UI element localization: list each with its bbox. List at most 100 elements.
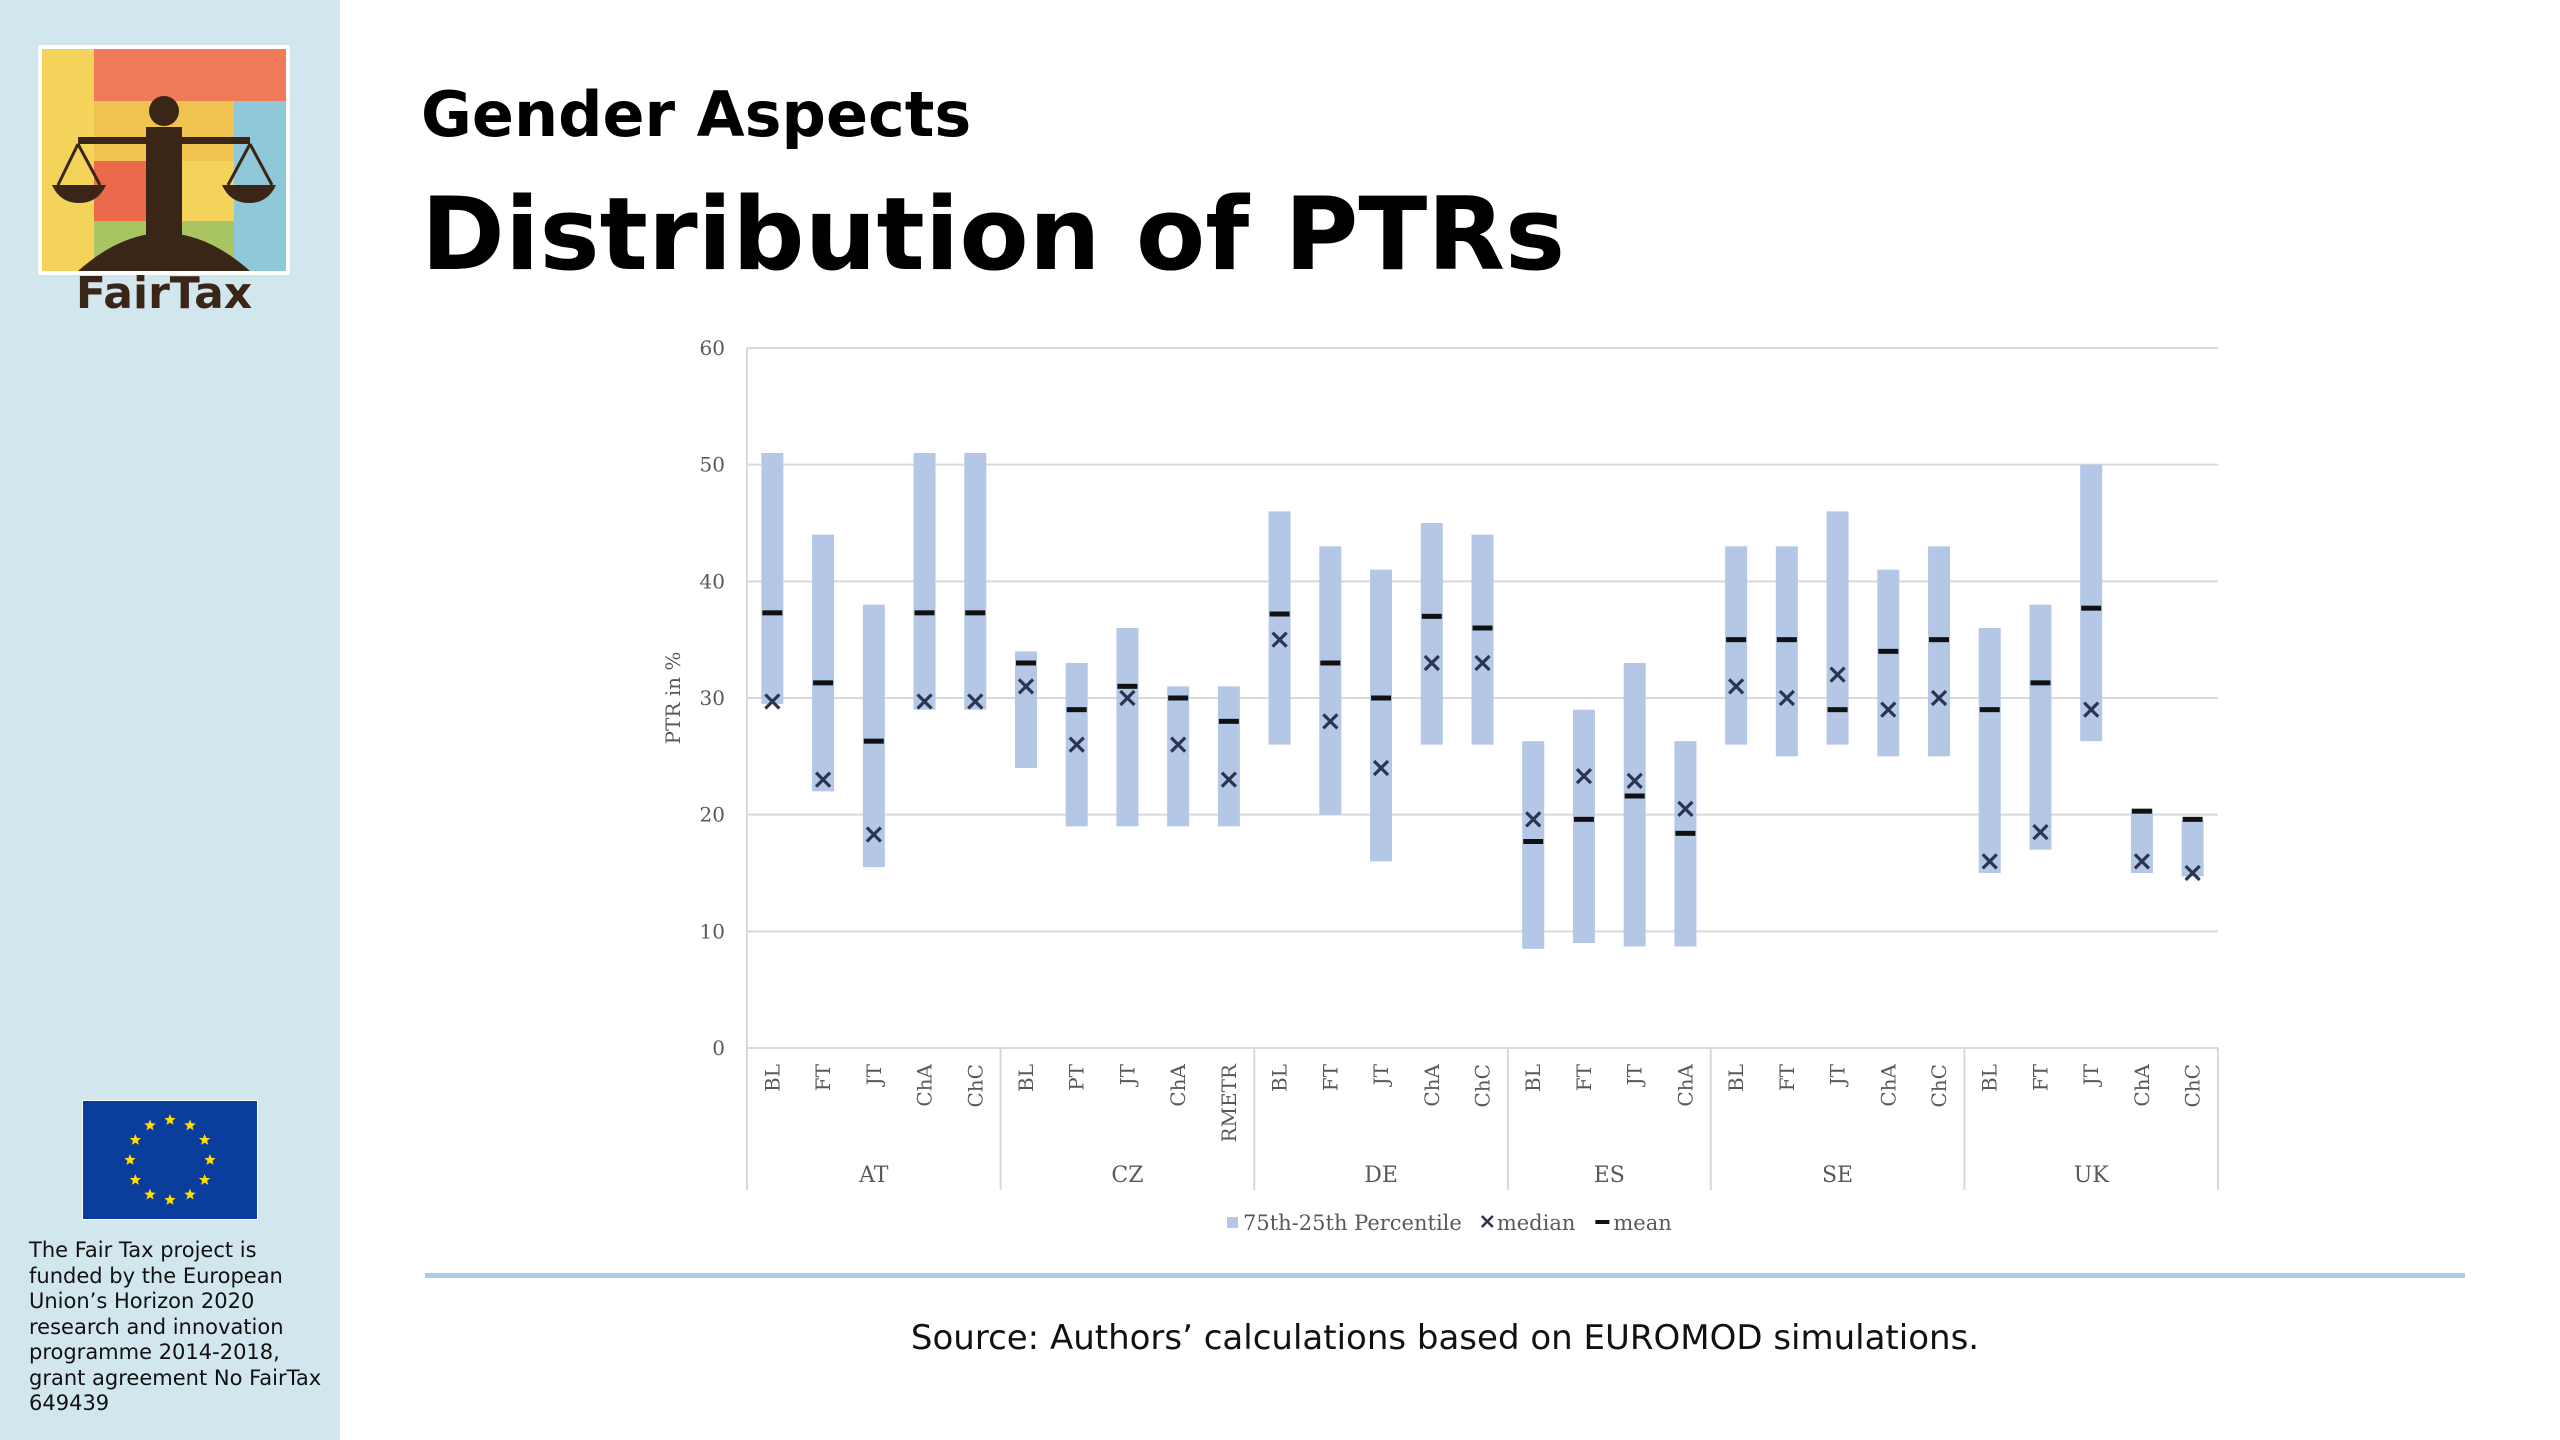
median-marker <box>1981 853 1998 870</box>
ptr-distribution-chart: 0 10 20 30 40 50 60 PTR in % BL FT JT ChA ChC AT BL PT J… <box>661 336 2219 1235</box>
percentile-bar <box>1370 569 1393 862</box>
category-label: ChC <box>1927 1064 1951 1108</box>
mean-marker <box>1979 707 2000 713</box>
percentile-bar <box>761 453 784 704</box>
category-label: BL <box>1724 1064 1748 1092</box>
percentile-bar <box>1725 546 1748 745</box>
category-label: ChA <box>1673 1063 1697 1106</box>
category-label: FT <box>1572 1063 1596 1091</box>
eu-star-icon <box>129 1174 142 1185</box>
y-axis-title: PTR in % <box>661 652 685 745</box>
percentile-bar <box>1522 741 1545 949</box>
mean-marker <box>762 610 783 616</box>
category-label: JT <box>1623 1063 1647 1087</box>
mean-marker <box>2081 605 2102 611</box>
mean-marker <box>1776 637 1797 643</box>
mean-marker <box>965 610 986 616</box>
median-marker <box>1575 768 1593 785</box>
category-label: ChA <box>1166 1063 1190 1106</box>
median-marker <box>814 771 832 788</box>
mean-marker <box>1269 611 1290 617</box>
median-marker <box>1677 800 1694 817</box>
eu-star-icon <box>124 1154 136 1165</box>
category-label: JT <box>1115 1063 1139 1087</box>
legend-label: mean <box>1613 1211 1671 1235</box>
category-label: JT <box>862 1063 886 1087</box>
percentile-bar <box>1928 546 1951 757</box>
percentile-bar <box>1775 546 1798 757</box>
legend-label: 75th-25th Percentile <box>1243 1211 1462 1235</box>
category-label: BL <box>760 1064 784 1092</box>
median-marker <box>1626 772 1643 789</box>
eu-star-icon <box>184 1119 196 1131</box>
group-label: AT <box>858 1163 889 1188</box>
category-label: JT <box>2079 1063 2103 1087</box>
mean-marker <box>1218 718 1239 724</box>
mean-marker <box>1726 637 1747 643</box>
legend: 75th-25th Percentile median mean <box>1227 1211 1672 1235</box>
y-tick-label: 20 <box>700 803 725 827</box>
y-tick-label: 50 <box>700 453 725 477</box>
median-marker <box>1068 736 1085 753</box>
mean-marker <box>914 610 935 616</box>
median-marker <box>865 826 882 843</box>
category-label: ChC <box>2181 1064 2205 1108</box>
mean-marker <box>1371 695 1392 701</box>
mean-marker <box>1320 660 1341 666</box>
category-label: ChA <box>1876 1063 1900 1106</box>
median-marker <box>1930 689 1948 707</box>
category-label: BL <box>1268 1064 1292 1092</box>
percentile-bar <box>1116 628 1139 827</box>
percentile-bar <box>1877 569 1900 757</box>
mean-marker <box>1827 707 1848 713</box>
median-marker <box>1017 678 1035 695</box>
median-marker <box>1474 654 1491 672</box>
divider-line <box>425 1273 2465 1278</box>
y-tick-label: 10 <box>700 919 725 943</box>
median-marker <box>1322 713 1339 730</box>
group-label: UK <box>2074 1163 2110 1188</box>
median-marker <box>1727 678 1745 695</box>
mean-marker <box>1929 637 1950 643</box>
eu-star-icon <box>198 1134 211 1145</box>
median-marker <box>1880 701 1897 718</box>
category-label: BL <box>1978 1064 2002 1092</box>
percentile-bar <box>862 604 885 868</box>
mean-marker <box>1421 613 1442 619</box>
mean-marker <box>1472 625 1493 631</box>
mean-marker <box>1523 839 1544 844</box>
mean-marker <box>1624 793 1645 799</box>
percentile-bar <box>1420 523 1443 745</box>
logo-wordmark: FairTax <box>75 268 253 319</box>
fairtax-logo <box>38 45 290 275</box>
category-label: FT <box>2028 1063 2052 1091</box>
eu-star-icon <box>184 1188 196 1200</box>
percentile-bar <box>1471 534 1494 745</box>
legend-label: median <box>1497 1211 1576 1235</box>
legend-swatch-mean <box>1595 1220 1610 1224</box>
group-label: SE <box>1822 1163 1853 1188</box>
median-marker <box>1423 654 1440 672</box>
slide-subtitle: Gender Aspects <box>421 78 972 151</box>
percentile-bar <box>964 453 987 710</box>
mean-marker <box>2131 808 2152 814</box>
mean-marker <box>2030 680 2051 686</box>
mean-marker <box>1675 830 1696 836</box>
mean-marker <box>1168 695 1189 701</box>
median-marker <box>1220 771 1238 788</box>
mean-marker <box>1878 648 1899 654</box>
eu-star-icon <box>129 1134 142 1145</box>
median-marker <box>1372 759 1390 777</box>
category-label: BL <box>1521 1064 1545 1092</box>
percentile-bar <box>1217 686 1240 827</box>
category-label: FT <box>1775 1063 1799 1091</box>
median-marker <box>2184 864 2201 882</box>
median-marker <box>2032 824 2049 841</box>
y-tick-label: 30 <box>700 686 725 710</box>
percentile-bar <box>1572 709 1595 943</box>
mean-marker <box>1573 816 1594 822</box>
median-marker <box>1119 689 1136 707</box>
median-marker <box>764 693 781 710</box>
mean-marker <box>863 738 884 744</box>
group-label: DE <box>1364 1163 1398 1188</box>
